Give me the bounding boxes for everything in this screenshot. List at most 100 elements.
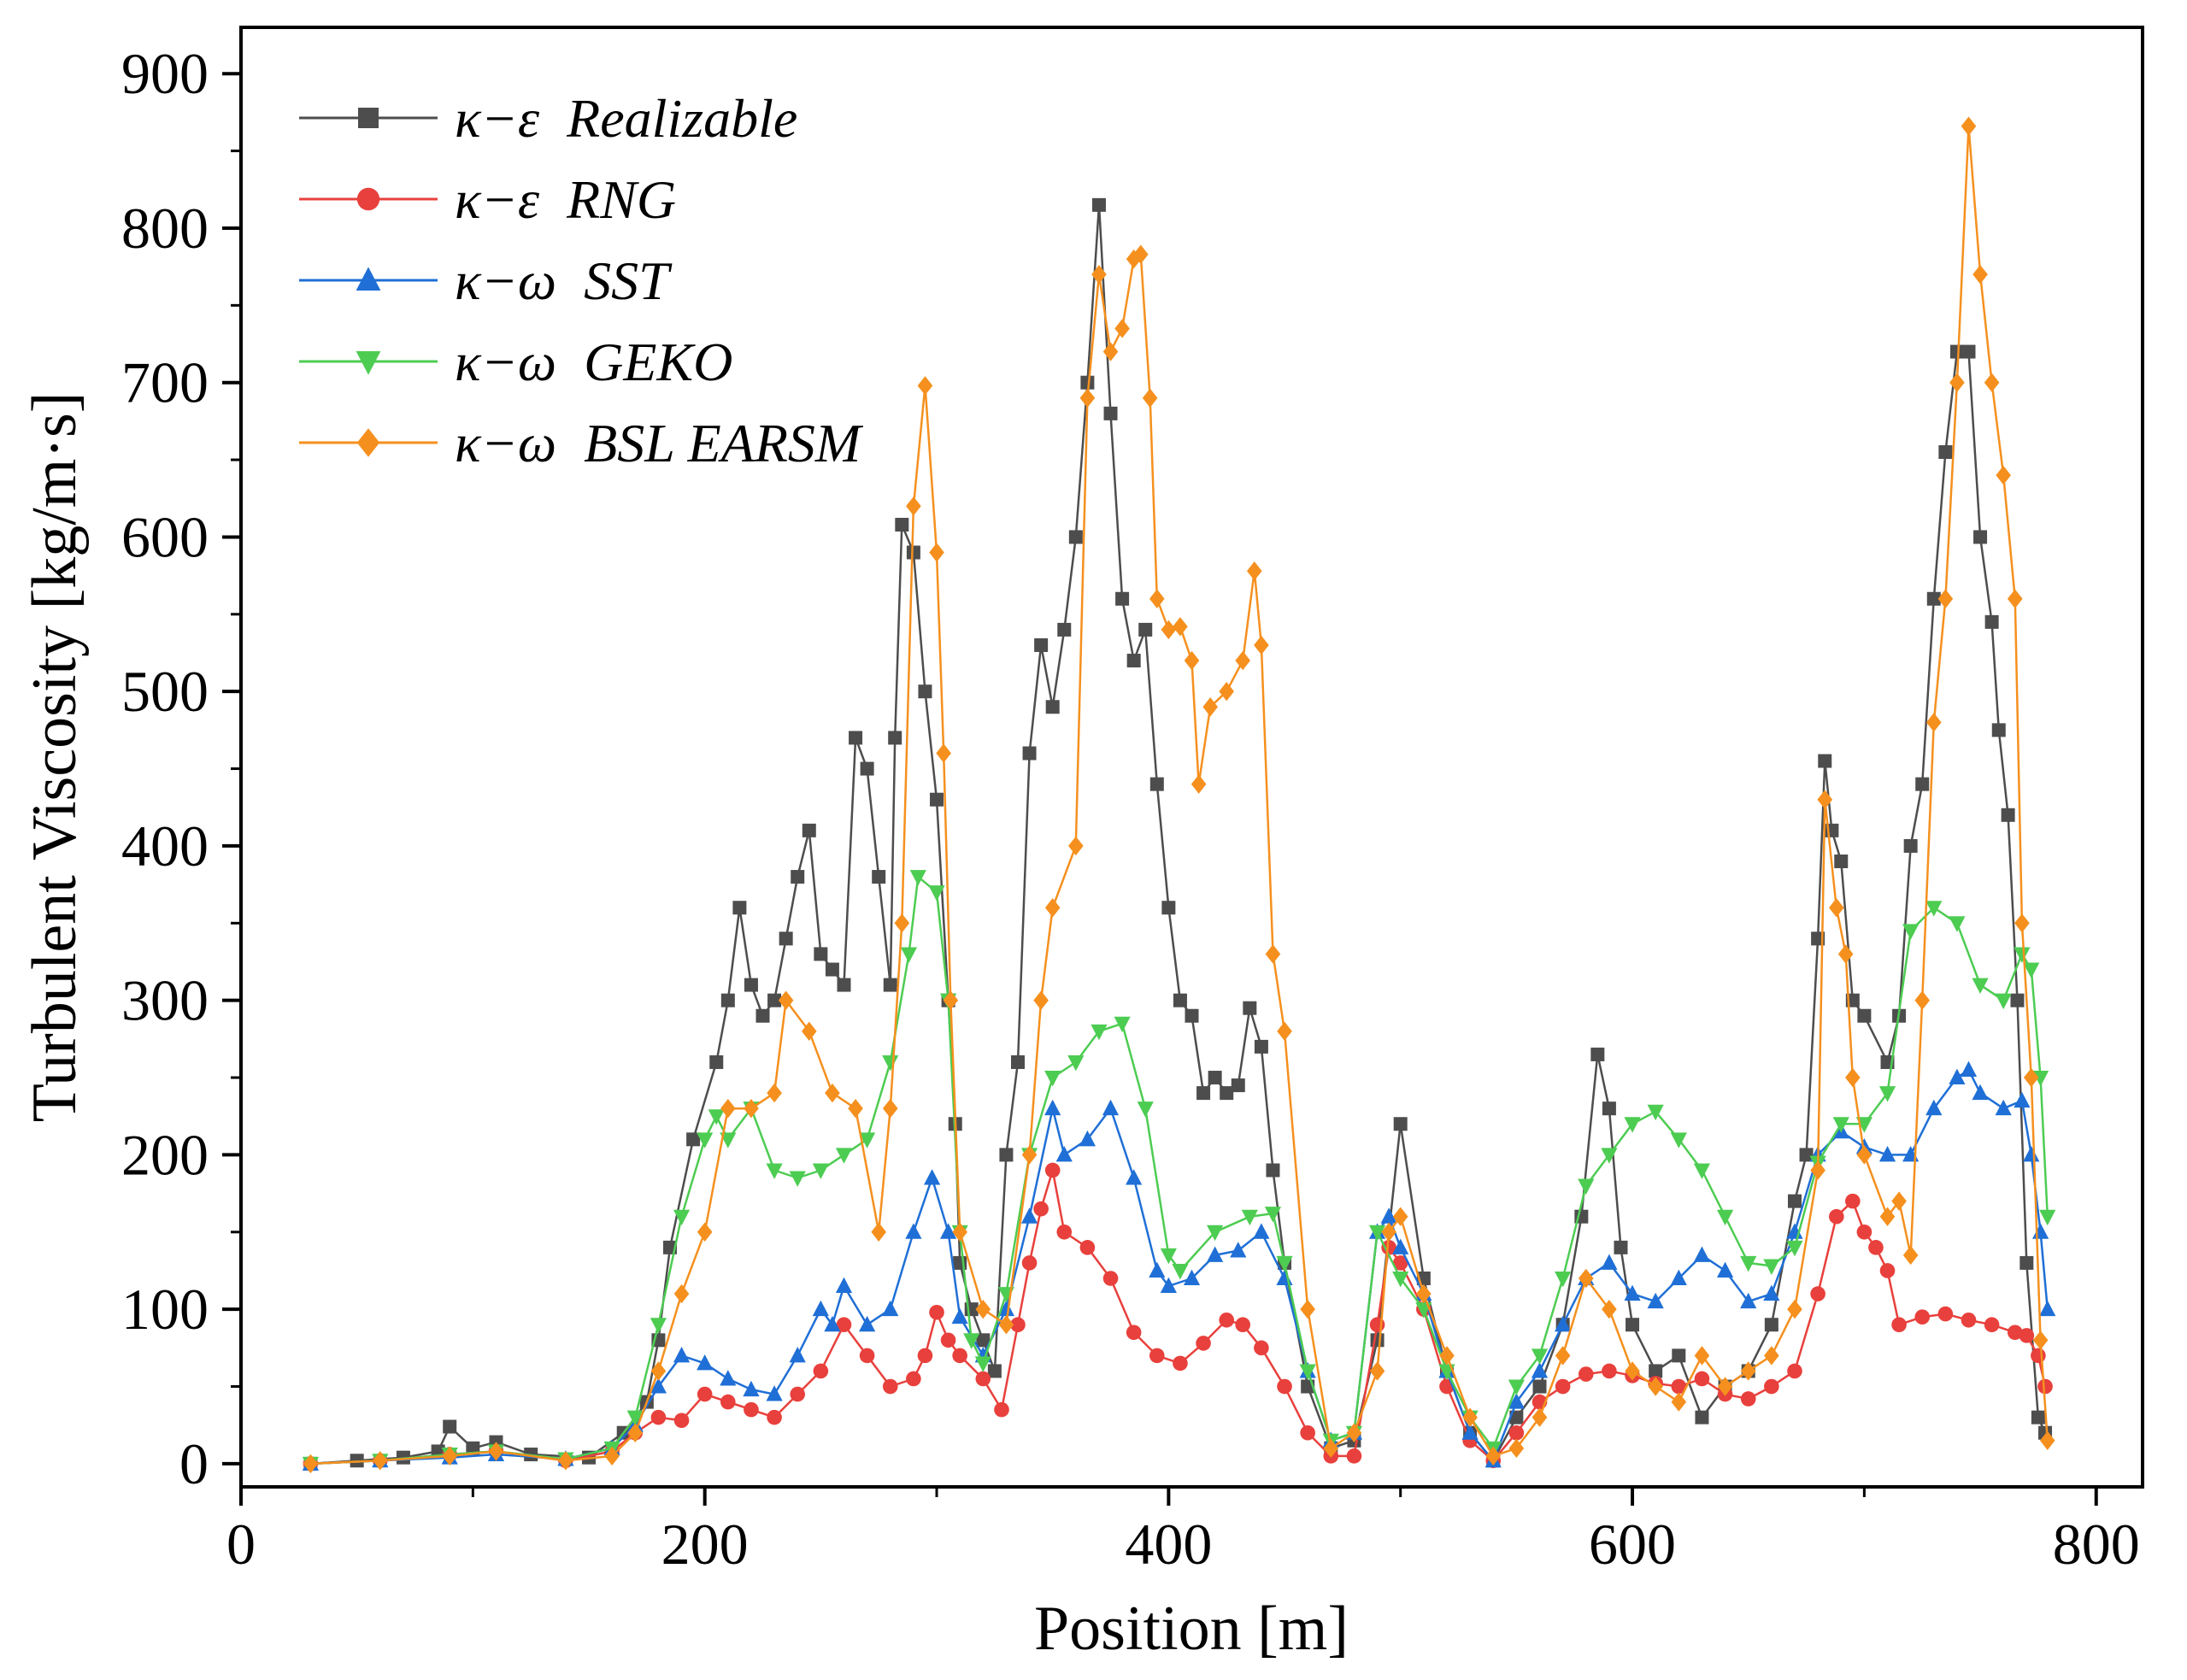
data-point xyxy=(1949,916,1966,932)
data-point xyxy=(917,1348,933,1364)
legend-label: κ−ω GEKO xyxy=(455,332,732,392)
data-point xyxy=(906,496,921,516)
x-tick-label: 600 xyxy=(1589,1512,1676,1577)
data-point xyxy=(882,1378,898,1395)
data-point xyxy=(1764,1378,1779,1395)
data-point xyxy=(673,1209,691,1226)
data-point xyxy=(1915,777,1930,791)
data-point xyxy=(894,913,910,933)
data-point xyxy=(1984,1317,2000,1333)
series-line xyxy=(310,1169,2047,1466)
legend-item: κ−ω BSL EARSM xyxy=(299,413,864,473)
data-point xyxy=(825,962,839,977)
data-point xyxy=(744,1098,759,1119)
data-point xyxy=(1126,1325,1142,1341)
data-point xyxy=(1369,1361,1385,1381)
data-point xyxy=(1925,713,1942,732)
data-point xyxy=(1033,1201,1049,1217)
data-point xyxy=(1694,1346,1710,1366)
data-point xyxy=(974,1356,991,1372)
data-point xyxy=(1045,700,1060,714)
data-point xyxy=(1161,901,1176,915)
data-point xyxy=(998,1315,1014,1335)
data-point xyxy=(1068,836,1084,856)
data-point xyxy=(1832,1117,1849,1133)
data-point xyxy=(1219,681,1235,702)
data-point xyxy=(1022,746,1037,761)
data-point xyxy=(939,1223,957,1239)
data-point xyxy=(1381,1222,1396,1242)
data-point xyxy=(789,1171,806,1187)
data-point xyxy=(2014,913,2030,933)
data-point xyxy=(1647,1292,1664,1309)
data-point xyxy=(2014,947,2031,963)
data-point xyxy=(1878,1086,1896,1102)
plot-frame xyxy=(239,26,2144,1489)
data-point xyxy=(1149,777,1164,791)
data-point xyxy=(709,1054,724,1069)
data-point xyxy=(755,1008,770,1023)
data-point xyxy=(1649,1364,1663,1378)
data-point xyxy=(744,978,758,992)
series-layer xyxy=(302,116,2056,1474)
data-point xyxy=(906,545,920,560)
data-point xyxy=(1763,1259,1780,1275)
legend-item: κ−ε Realizable xyxy=(299,88,797,149)
data-point xyxy=(900,947,918,963)
data-point xyxy=(2007,589,2023,608)
data-point xyxy=(1786,1240,1803,1257)
data-point xyxy=(1938,445,1953,460)
data-point xyxy=(1624,1117,1641,1133)
data-point xyxy=(1716,1209,1734,1226)
data-point xyxy=(2001,808,2015,822)
data-point xyxy=(1102,342,1119,361)
data-point xyxy=(835,1148,853,1164)
data-point xyxy=(1926,591,1941,606)
data-point xyxy=(1207,1225,1224,1242)
data-point xyxy=(720,993,735,1007)
data-point xyxy=(1346,1423,1362,1442)
data-point xyxy=(2019,1328,2035,1343)
data-point xyxy=(1972,264,1988,285)
data-point xyxy=(2039,1209,2056,1226)
data-point xyxy=(1578,1268,1594,1289)
data-point xyxy=(1810,1160,1825,1180)
data-point xyxy=(720,1098,736,1119)
data-point xyxy=(1183,1269,1201,1285)
data-point xyxy=(1625,1361,1640,1381)
data-point xyxy=(1601,1254,1618,1270)
data-point xyxy=(1601,1148,1618,1164)
data-point xyxy=(1555,1346,1571,1366)
data-point xyxy=(1138,622,1153,637)
data-point xyxy=(1914,990,1931,1010)
data-point xyxy=(1102,1271,1119,1286)
data-point xyxy=(1461,1424,1479,1440)
y-tick-label: 400 xyxy=(121,814,209,878)
y-tick-label: 500 xyxy=(121,659,209,724)
x-axis-title: Position [m] xyxy=(1034,1594,1349,1664)
data-point xyxy=(997,1300,1015,1317)
data-point xyxy=(963,1333,980,1349)
data-point xyxy=(952,1222,967,1242)
data-point xyxy=(859,1132,876,1148)
data-point xyxy=(1799,1148,1814,1162)
data-point xyxy=(1763,1284,1780,1301)
data-point xyxy=(779,931,793,946)
data-point xyxy=(1578,1178,1595,1195)
data-point xyxy=(1010,1054,1025,1069)
data-point xyxy=(2019,1255,2034,1270)
data-point xyxy=(1057,622,1072,637)
data-point xyxy=(1196,1086,1211,1101)
data-point xyxy=(895,517,909,532)
data-point xyxy=(929,1304,944,1320)
x-tick-label: 800 xyxy=(2053,1512,2140,1577)
data-point xyxy=(1694,1371,1710,1387)
data-point xyxy=(1235,1317,1250,1333)
data-point xyxy=(1133,244,1149,264)
data-point xyxy=(976,1333,991,1348)
data-point xyxy=(936,743,951,763)
data-point xyxy=(1114,319,1130,338)
data-point xyxy=(1845,1193,1861,1209)
data-point xyxy=(1080,375,1095,390)
